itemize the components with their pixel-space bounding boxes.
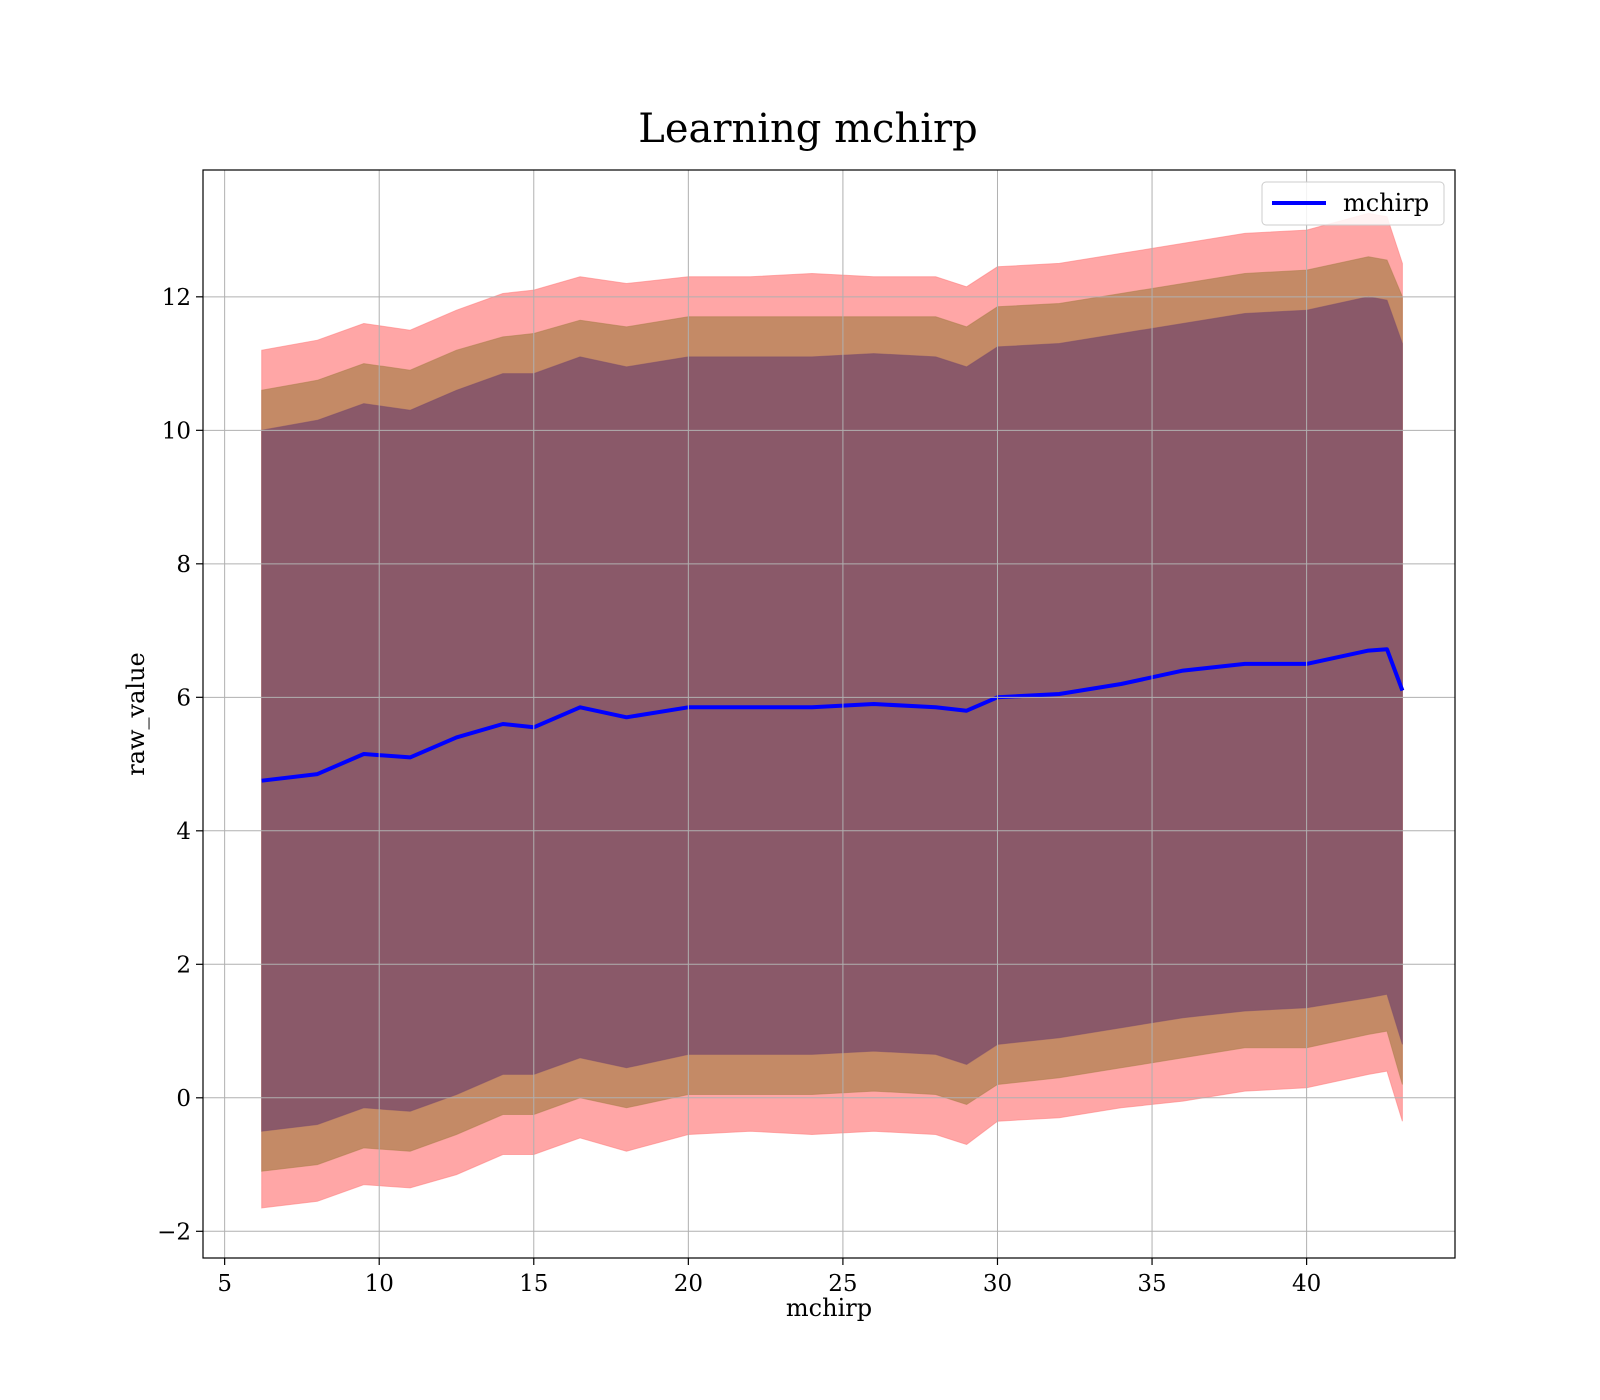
grid	[203, 170, 1455, 1258]
y-axis-label: raw_value	[122, 652, 150, 776]
band-1sigma-area	[261, 296, 1403, 1132]
y-tick-label: −2	[157, 1219, 191, 1245]
axis-ticks: 5 10 15 20 25 30 35 40 −2 0 2 4 6 8 10 12	[157, 285, 1321, 1297]
x-tick-label: 25	[828, 1271, 857, 1297]
x-tick-label: 5	[217, 1271, 232, 1297]
x-tick-label: 10	[365, 1271, 394, 1297]
x-tick-label: 40	[1292, 1271, 1321, 1297]
y-tick-label: 6	[176, 685, 191, 711]
chart-title: Learning mchirp	[638, 106, 977, 152]
legend: mchirp	[1261, 181, 1445, 226]
x-tick-label: 15	[519, 1271, 548, 1297]
plot-area	[261, 212, 1405, 1209]
x-tick-label: 20	[674, 1271, 703, 1297]
x-tick-label: 30	[983, 1271, 1012, 1297]
legend-box	[1261, 181, 1445, 226]
x-axis-label: mchirp	[786, 1294, 872, 1322]
y-tick-label: 4	[176, 819, 191, 845]
x-tick-label: 35	[1137, 1271, 1166, 1297]
y-tick-label: 10	[162, 418, 191, 444]
plot-frame	[202, 169, 1456, 1259]
legend-label: mchirp	[1343, 189, 1429, 217]
y-tick-label: 0	[176, 1086, 191, 1112]
y-tick-label: 2	[176, 952, 191, 978]
y-tick-label: 12	[162, 285, 191, 311]
y-tick-label: 8	[176, 552, 191, 578]
